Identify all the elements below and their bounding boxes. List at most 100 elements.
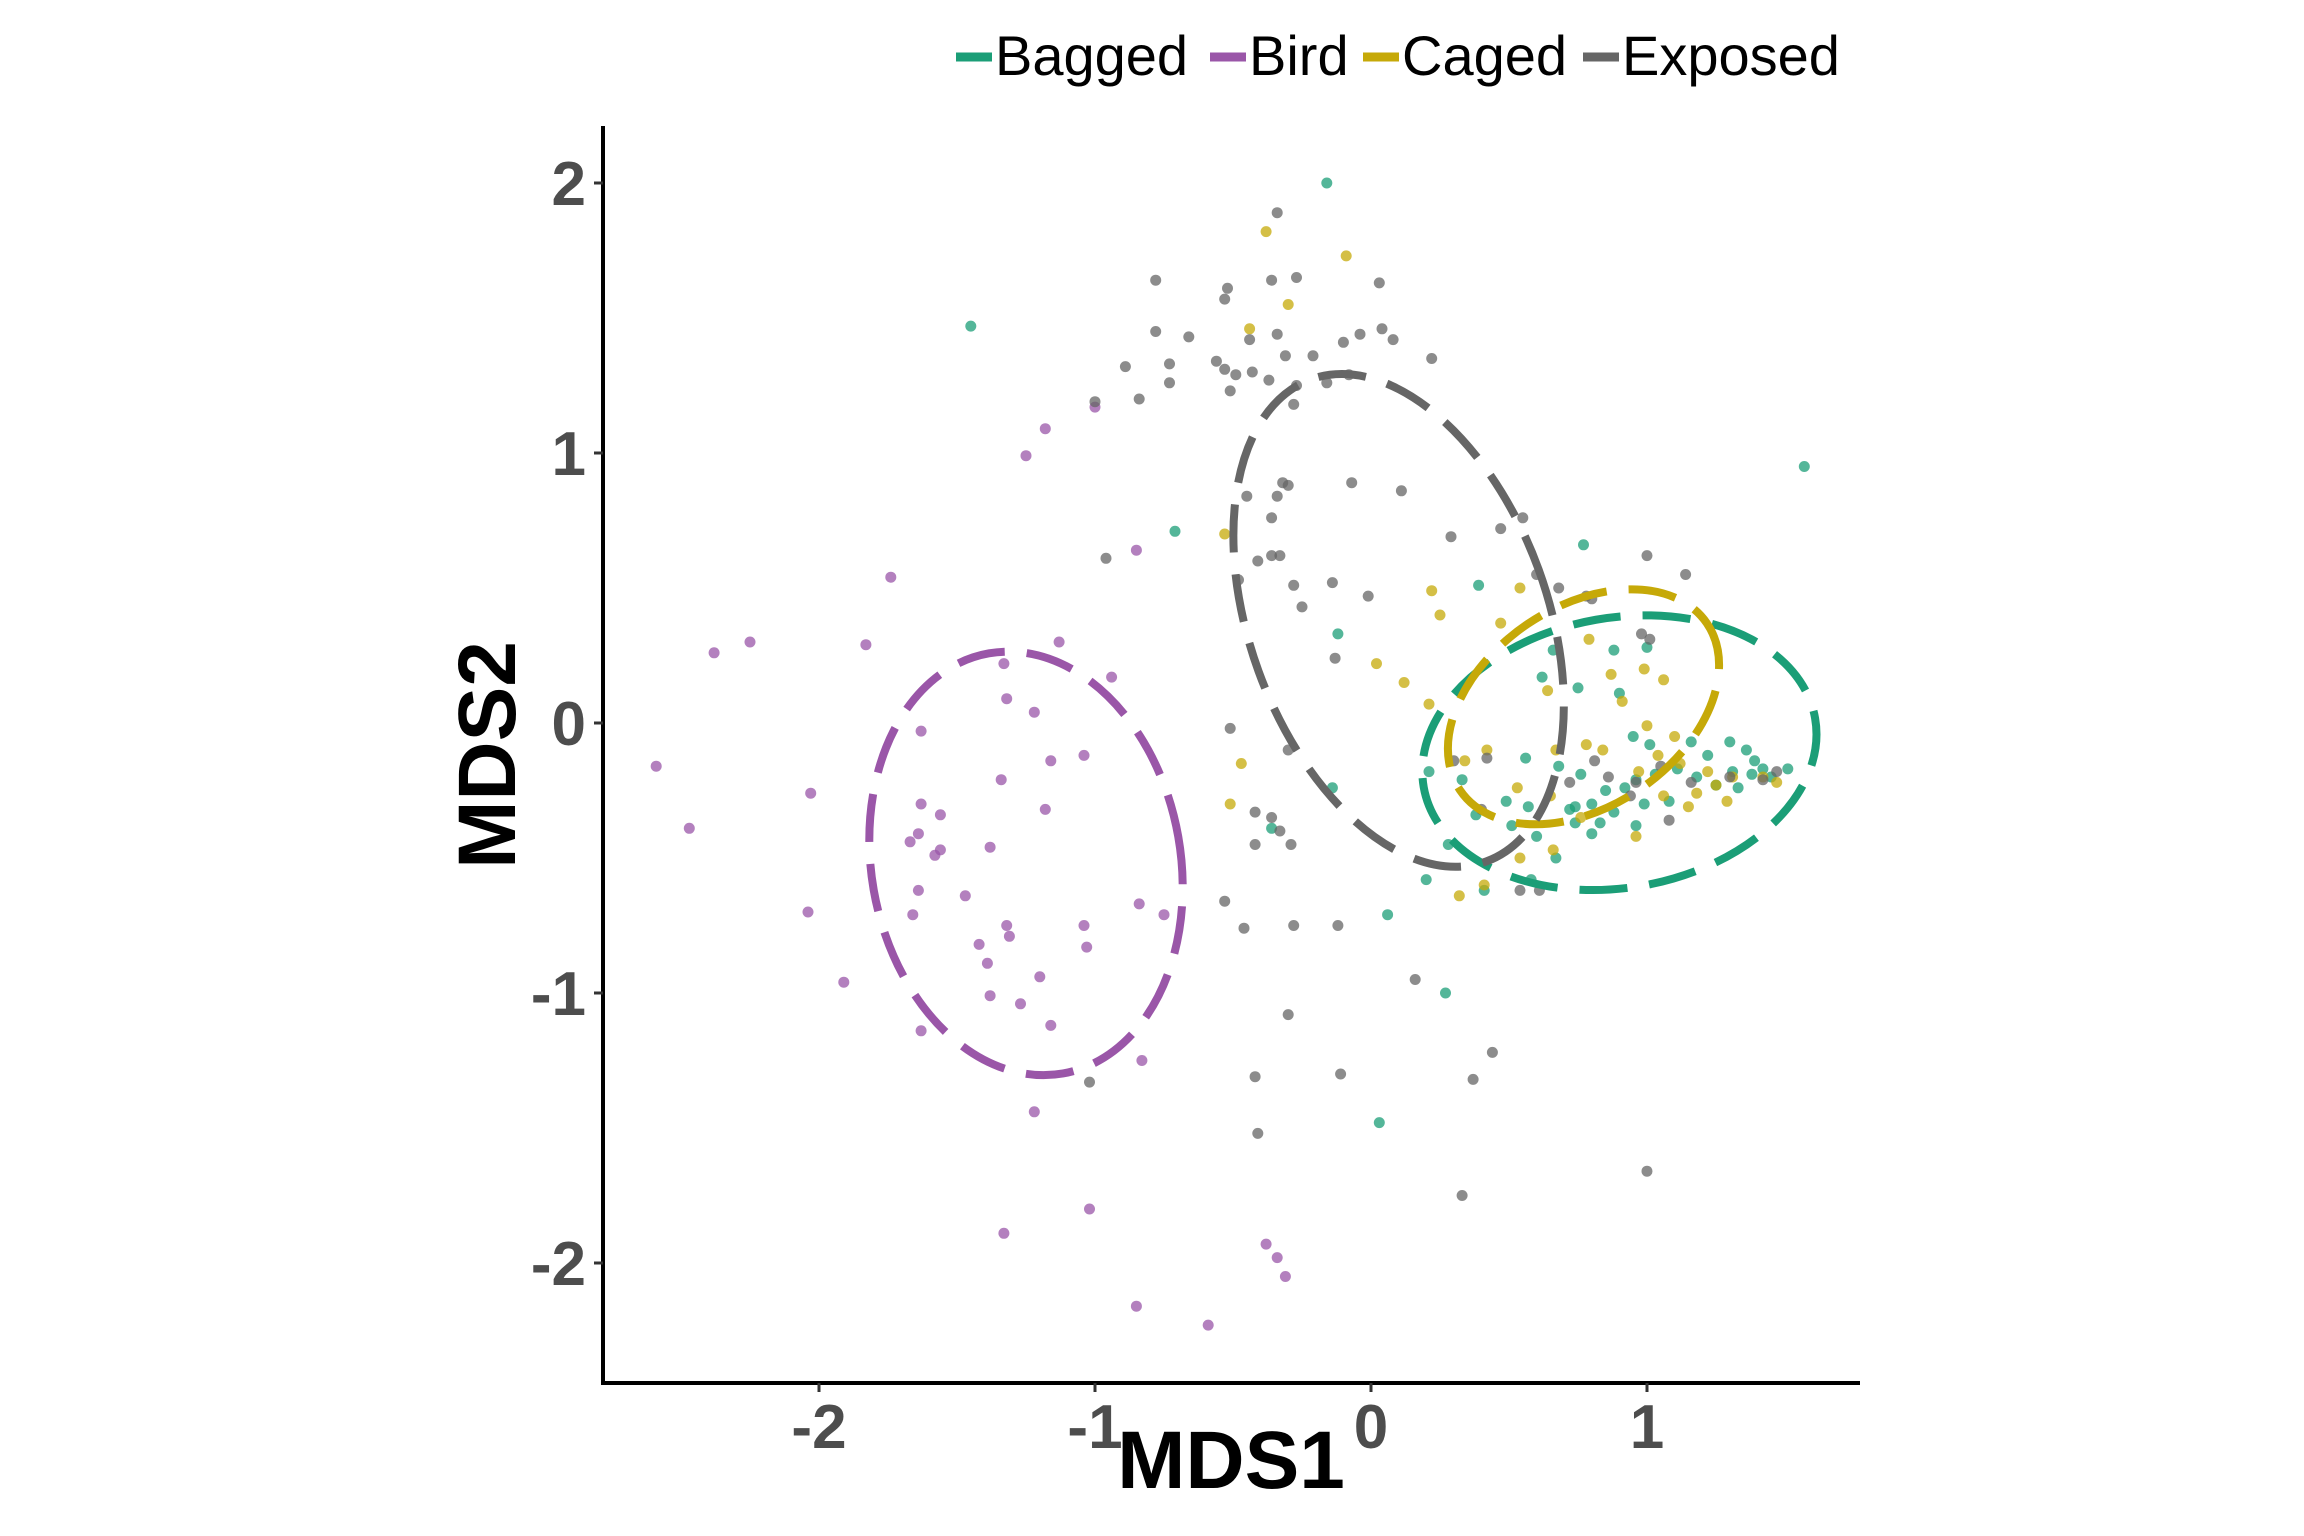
point-bird-7 [860,639,872,651]
point-exposed-88 [1685,776,1697,788]
point-bagged-4 [1578,539,1589,551]
point-caged-7 [1495,617,1507,629]
point-exposed-30 [1279,350,1291,362]
point-bagged-37 [1506,820,1518,832]
point-caged-29 [1575,812,1587,823]
point-bird-32 [1158,909,1170,921]
point-exposed-17 [1119,361,1131,373]
point-caged-39 [1235,758,1247,769]
point-bird-35 [973,938,985,950]
point-exposed-31 [1321,377,1333,389]
point-exposed-73 [1282,1009,1294,1021]
point-exposed-75 [1249,1071,1261,1083]
point-bird-53 [1202,1319,1214,1331]
y-ticks: -2 -1 0 1 2 [531,150,603,1299]
point-exposed-1 [1266,274,1278,286]
point-exposed-77 [1252,1127,1264,1139]
point-bird-19 [915,798,927,810]
point-exposed-52 [1553,582,1565,594]
point-bagged-7 [1608,644,1620,656]
point-exposed-29 [1246,366,1258,378]
point-bird-10 [1001,693,1013,705]
point-bird-39 [1034,971,1046,983]
ellipse-exposed [1229,370,1568,871]
point-bird-46 [1028,1106,1040,1118]
point-caged-27 [1459,755,1471,767]
point-exposed-37 [1266,512,1278,524]
point-bagged-18 [1746,768,1758,780]
x-tick-label: -2 [791,1393,846,1462]
point-caged-45 [1580,739,1592,751]
point-exposed-68 [1219,895,1231,907]
point-exposed-28 [1224,385,1236,397]
point-bird-16 [650,760,662,772]
point-exposed-67 [1285,839,1297,850]
point-caged-41 [1398,677,1410,688]
point-exposed-15 [1150,326,1162,337]
point-bagged-15 [1749,755,1761,767]
point-bird-40 [984,990,996,1002]
point-exposed-0 [1271,207,1283,219]
point-caged-5 [1426,585,1438,597]
point-bagged-59 [1594,817,1606,829]
point-exposed-9 [1354,328,1366,340]
point-caged-3 [1340,250,1352,262]
point-caged-30 [1630,830,1642,842]
point-caged-23 [1633,766,1645,778]
point-bagged-13 [1724,736,1736,748]
point-exposed-4 [1219,293,1231,305]
point-caged-16 [1669,731,1681,742]
x-ticks: -2 -1 0 1 [791,1383,1664,1462]
point-bagged-61 [1520,752,1532,764]
point-exposed-85 [1602,771,1614,783]
point-bird-48 [998,1227,1010,1239]
legend-label-caged: Caged [1402,24,1567,87]
point-exposed-74 [1335,1068,1347,1080]
point-caged-44 [1710,779,1722,791]
legend-label-bagged: Bagged [995,24,1188,87]
point-bagged-24 [1619,782,1631,794]
ellipse-bird [865,647,1187,1080]
point-exposed-83 [1564,776,1576,788]
point-caged-24 [1597,744,1609,756]
point-exposed-57 [1680,569,1692,580]
point-caged-15 [1641,720,1653,732]
point-exposed-66 [1274,825,1286,837]
point-exposed-14 [1150,274,1162,286]
point-bird-3 [1130,544,1142,556]
point-bird-34 [1003,930,1015,942]
y-tick-label: 0 [552,690,586,759]
point-exposed-65 [1249,839,1261,850]
point-exposed-12 [1387,334,1399,346]
point-bagged-5 [1473,579,1485,591]
point-exposed-2 [1291,272,1302,283]
point-bagged-10 [1536,671,1548,683]
point-exposed-80 [1486,1046,1498,1058]
point-exposed-5 [1244,334,1256,346]
point-exposed-94 [1514,884,1526,896]
point-caged-43 [1605,668,1617,680]
point-bird-18 [805,787,817,799]
point-exposed-49 [1495,523,1507,535]
point-bagged-26 [1586,798,1598,810]
point-exposed-71 [1332,920,1344,931]
point-bird-43 [915,1025,927,1037]
point-bird-26 [1039,803,1051,815]
point-exposed-26 [1089,396,1101,408]
point-caged-35 [1514,852,1526,864]
point-bagged-36 [1456,774,1468,786]
point-bagged-0 [965,320,977,332]
point-exposed-72 [1409,974,1421,985]
point-exposed-89 [1724,771,1736,783]
point-exposed-78 [1456,1190,1468,1201]
point-bird-50 [1271,1252,1283,1264]
point-bird-31 [1133,898,1145,910]
legend-label-bird: Bird [1249,24,1349,87]
point-bird-6 [1053,636,1065,648]
point-caged-14 [1616,695,1628,707]
point-caged-9 [1638,663,1650,675]
point-exposed-46 [1362,590,1374,602]
point-bagged-62 [1627,731,1639,742]
point-exposed-47 [1296,601,1308,613]
